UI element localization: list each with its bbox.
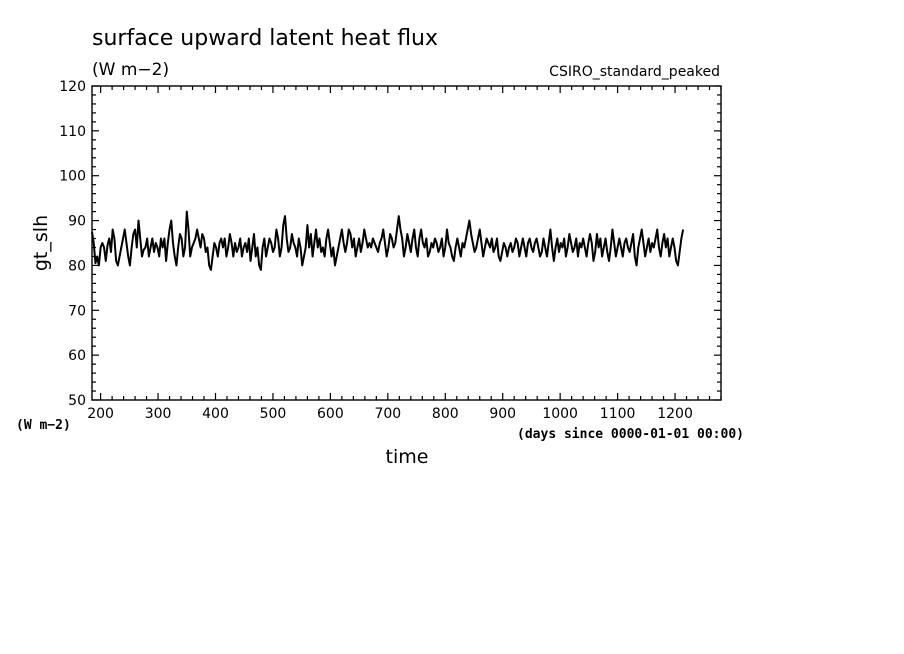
y-tick-label: 60 (68, 348, 86, 364)
y-tick-label: 100 (59, 169, 86, 185)
x-tick-label: 400 (202, 406, 229, 422)
x-axis-units: (days since 0000-01-01 00:00) (517, 427, 744, 442)
y-tick-label: 70 (68, 303, 86, 319)
y-axis: 50 60 70 80 90 100 110 120 (59, 79, 721, 409)
x-tick-label: 300 (145, 406, 172, 422)
experiment-label: CSIRO_standard_peaked (549, 64, 720, 80)
y-tick-label: 110 (59, 124, 86, 140)
y-tick-label: 120 (59, 79, 86, 95)
y-tick-label: 80 (68, 258, 86, 274)
chart-title: surface upward latent heat flux (92, 26, 438, 51)
chart-subtitle: (W m−2) (92, 60, 169, 80)
series-line (91, 210, 685, 271)
y-axis-units: (W m−2) (16, 418, 71, 433)
x-tick-label: 800 (432, 406, 459, 422)
x-tick-label: 1000 (542, 406, 578, 422)
x-tick-label: 200 (87, 406, 114, 422)
x-tick-label: 600 (317, 406, 344, 422)
x-axis: 200 300 400 500 600 700 800 900 1000 1100 1200 (87, 86, 722, 422)
y-tick-label: 90 (68, 214, 86, 230)
y-axis-label: gt_slh (30, 215, 52, 271)
x-tick-label: 1100 (600, 406, 636, 422)
x-tick-label: 900 (489, 406, 516, 422)
x-axis-label: time (386, 446, 429, 468)
x-tick-label: 700 (374, 406, 401, 422)
plot-frame (91, 85, 722, 401)
y-tick-label: 50 (68, 393, 86, 409)
x-tick-label: 1200 (657, 406, 693, 422)
x-tick-label: 500 (260, 406, 287, 422)
